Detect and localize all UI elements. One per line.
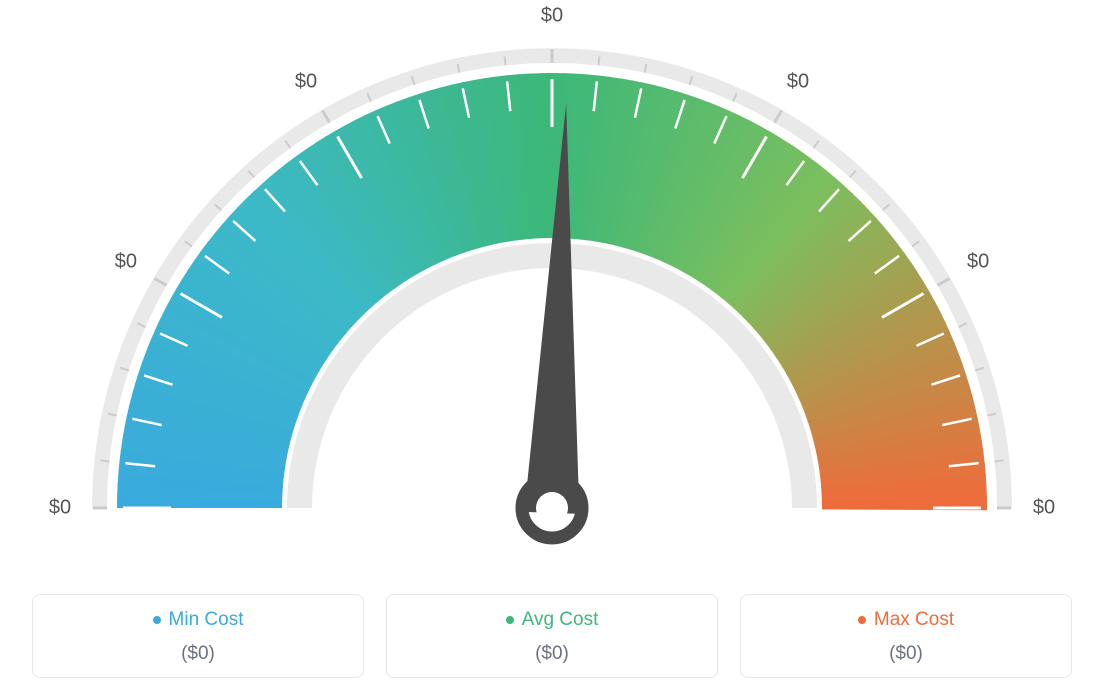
legend-card-min: Min Cost ($0) (32, 594, 364, 678)
cost-gauge-chart: { "gauge": { "type": "gauge", "center_x"… (0, 0, 1104, 690)
legend-label-avg: Avg Cost (522, 609, 599, 631)
legend-title-avg: Avg Cost (506, 609, 599, 631)
gauge-tick-label: $0 (49, 497, 71, 520)
legend-value-max: ($0) (751, 643, 1061, 665)
gauge-tick-label: $0 (1033, 497, 1055, 520)
legend-dot-max (858, 616, 866, 624)
legend-label-max: Max Cost (874, 609, 954, 631)
legend-title-min: Min Cost (153, 609, 244, 631)
gauge-tick-label: $0 (115, 251, 137, 274)
gauge-area: $0 $0 $0 $0 $0 $0 $0 (0, 0, 1104, 560)
gauge-tick-label: $0 (295, 70, 317, 93)
legend-value-avg: ($0) (397, 643, 707, 665)
legend-card-max: Max Cost ($0) (740, 594, 1072, 678)
legend-dot-avg (506, 616, 514, 624)
gauge-svg (0, 0, 1104, 560)
legend-row: Min Cost ($0) Avg Cost ($0) Max Cost ($0… (32, 594, 1072, 678)
legend-value-min: ($0) (43, 643, 353, 665)
gauge-tick-label: $0 (967, 251, 989, 274)
legend-card-avg: Avg Cost ($0) (386, 594, 718, 678)
legend-label-min: Min Cost (169, 609, 244, 631)
legend-dot-min (153, 616, 161, 624)
gauge-tick-label: $0 (787, 70, 809, 93)
legend-title-max: Max Cost (858, 609, 954, 631)
gauge-tick-label: $0 (541, 5, 563, 28)
